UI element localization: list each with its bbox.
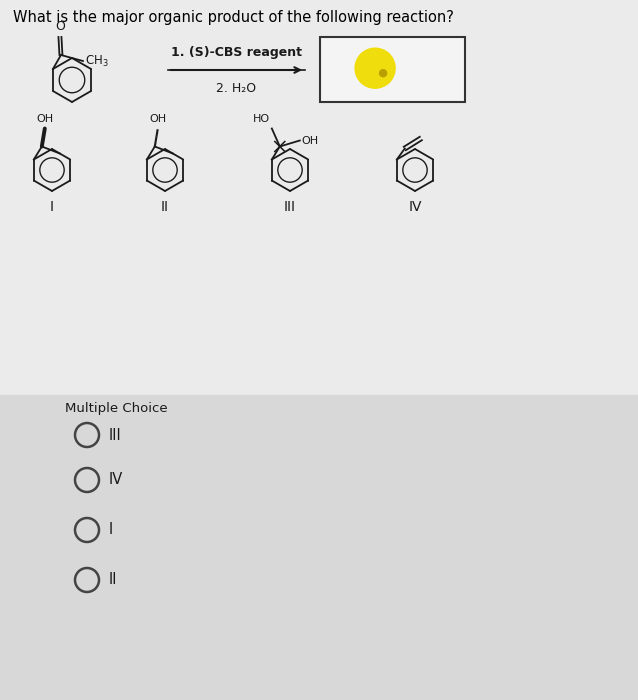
Text: I: I: [109, 522, 114, 538]
Text: OH: OH: [149, 115, 167, 125]
Text: III: III: [284, 200, 296, 214]
Text: III: III: [109, 428, 122, 442]
Text: O: O: [55, 20, 65, 33]
Text: IV: IV: [408, 200, 422, 214]
Circle shape: [380, 70, 387, 77]
Circle shape: [355, 48, 395, 88]
Text: II: II: [161, 200, 169, 214]
Text: OH: OH: [36, 115, 54, 125]
Text: IV: IV: [109, 473, 123, 487]
Text: Multiple Choice: Multiple Choice: [65, 402, 168, 415]
Text: I: I: [50, 200, 54, 214]
Text: OH: OH: [302, 136, 319, 146]
Text: 2. H₂O: 2. H₂O: [216, 82, 256, 95]
Text: II: II: [109, 573, 117, 587]
Text: 1. (S)-CBS reagent: 1. (S)-CBS reagent: [171, 46, 302, 59]
Bar: [0, 0, 638, 395]
Bar: [320, 37, 465, 102]
Text: What is the major organic product of the following reaction?: What is the major organic product of the…: [13, 10, 454, 25]
Text: HO: HO: [253, 115, 270, 125]
Bar: [0, 395, 638, 700]
Text: CH$_3$: CH$_3$: [85, 53, 108, 69]
